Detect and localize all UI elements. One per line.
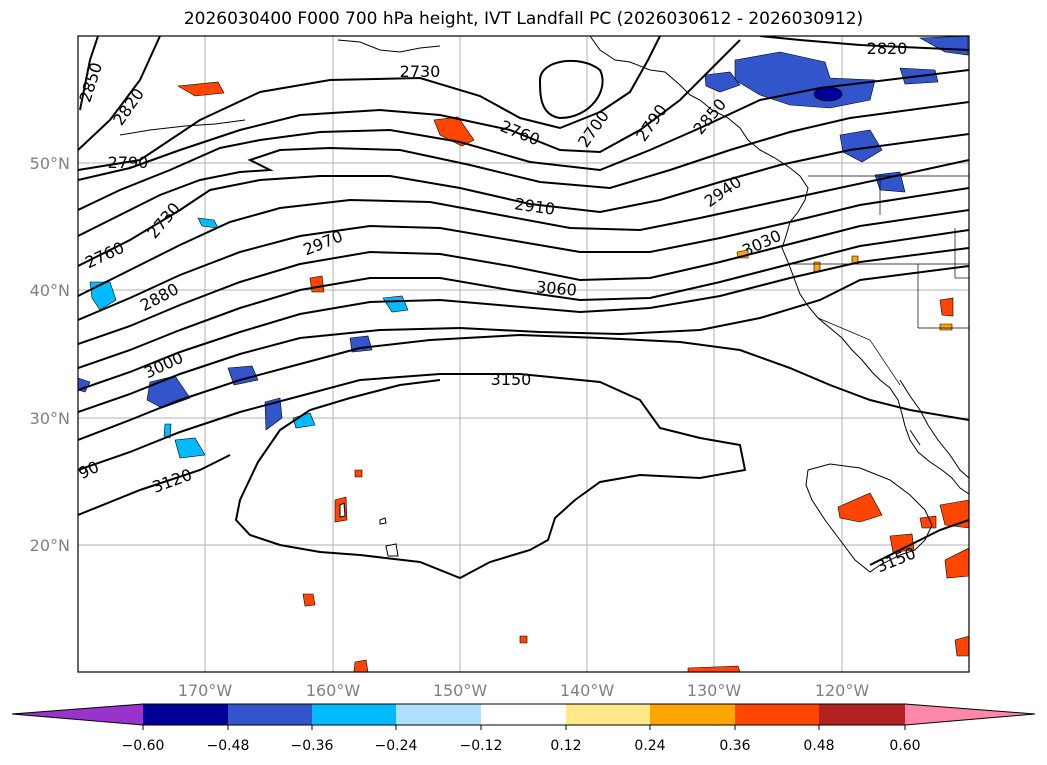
colorbar-tick-label: −0.12 bbox=[460, 738, 503, 754]
colorbar-tick-label: −0.48 bbox=[207, 738, 250, 754]
colorbar-tick-label: 0.24 bbox=[634, 738, 665, 754]
colorbar-ticks bbox=[142, 725, 906, 730]
colorbar-segment bbox=[228, 704, 313, 725]
pos-area bbox=[837, 492, 883, 523]
colorbar-tick-label: 0.48 bbox=[803, 738, 834, 754]
hawaiian-islands bbox=[339, 502, 399, 557]
pos-area bbox=[939, 499, 969, 529]
longitude-label: 170°W bbox=[178, 681, 233, 700]
map-title: 2026030400 F000 700 hPa height, IVT Land… bbox=[183, 9, 864, 29]
colorbar-segment bbox=[566, 704, 651, 725]
latitude-label: 30°N bbox=[30, 409, 70, 428]
neg-area bbox=[264, 397, 283, 431]
pos-area bbox=[954, 635, 969, 657]
neg-area bbox=[839, 129, 883, 163]
colorbar-segment bbox=[735, 704, 820, 725]
longitude-label: 160°W bbox=[306, 681, 361, 700]
colorbar-segment bbox=[312, 704, 397, 725]
longitude-label: 130°W bbox=[687, 681, 742, 700]
pos-area bbox=[687, 665, 741, 672]
pos-area bbox=[353, 659, 369, 672]
neg-area bbox=[382, 295, 409, 313]
pos-area bbox=[939, 297, 954, 317]
ivt-positive-areas bbox=[177, 81, 969, 672]
neg-area bbox=[704, 71, 741, 93]
contour-label: 3150 bbox=[491, 370, 532, 389]
coastlines bbox=[119, 36, 969, 573]
colorbar-tick-label: −0.24 bbox=[375, 738, 418, 754]
longitude-label: 120°W bbox=[815, 681, 870, 700]
pos-area bbox=[919, 515, 937, 529]
colorbar-tick-label: 0.60 bbox=[889, 738, 920, 754]
latitude-label: 20°N bbox=[30, 536, 70, 555]
latitude-axis: 50°N 40°N 30°N 20°N bbox=[30, 154, 70, 555]
contour-label: 2730 bbox=[400, 62, 441, 81]
neg-area bbox=[163, 423, 172, 439]
colorbar-segment bbox=[143, 704, 228, 725]
longitude-label: 150°W bbox=[433, 681, 488, 700]
longitude-axis: 170°W 160°W 150°W 140°W 130°W 120°W bbox=[178, 681, 870, 700]
colorbar: −0.60 −0.48 −0.36 −0.24 −0.12 0.12 0.24 … bbox=[11, 703, 1036, 754]
contour-label: 2820 bbox=[867, 39, 908, 58]
neg-area bbox=[874, 171, 906, 193]
longitude-label: 140°W bbox=[560, 681, 615, 700]
colorbar-tick-label: 0.12 bbox=[550, 738, 581, 754]
height-contours bbox=[78, 36, 969, 580]
latitude-label: 50°N bbox=[30, 154, 70, 173]
colorbar-segment bbox=[396, 704, 481, 725]
latitude-label: 40°N bbox=[30, 281, 70, 300]
pos-area bbox=[177, 81, 225, 97]
pos-area bbox=[302, 593, 316, 607]
colorbar-tick-label: −0.36 bbox=[291, 738, 334, 754]
pos-area bbox=[944, 547, 969, 579]
colorbar-tick-label: −0.60 bbox=[122, 738, 165, 754]
contour-label: 2790 bbox=[108, 153, 149, 172]
colorbar-segment bbox=[819, 704, 905, 725]
pos-area bbox=[939, 323, 953, 331]
colorbar-segment bbox=[650, 704, 735, 725]
pos-area bbox=[519, 635, 528, 644]
political-borders bbox=[788, 175, 969, 386]
colorbar-segment bbox=[481, 704, 566, 725]
colorbar-extend-min bbox=[12, 704, 143, 725]
map-area bbox=[78, 36, 969, 672]
neg-area bbox=[174, 437, 206, 459]
colorbar-extend-max bbox=[905, 704, 1035, 725]
neg-area bbox=[227, 365, 259, 386]
map-frame bbox=[77, 35, 970, 673]
contour-label: 3060 bbox=[535, 277, 577, 299]
pos-area bbox=[309, 275, 325, 293]
pos-area bbox=[354, 469, 363, 478]
colorbar-tick-label: 0.36 bbox=[719, 738, 750, 754]
